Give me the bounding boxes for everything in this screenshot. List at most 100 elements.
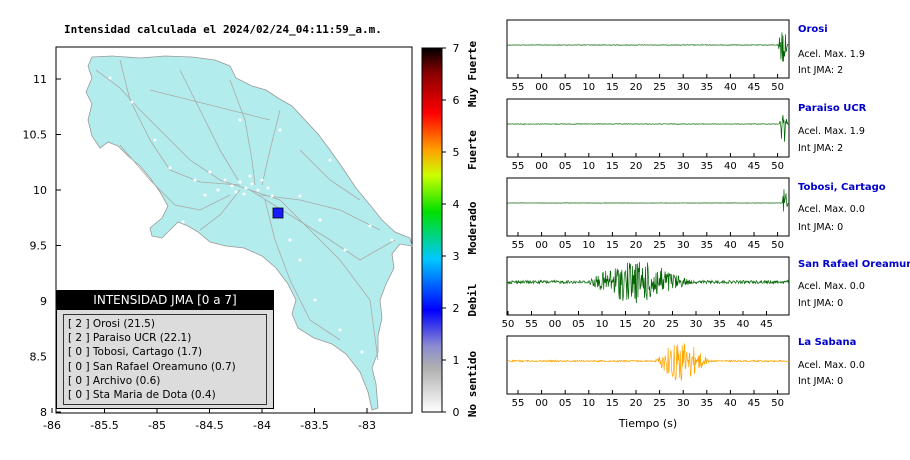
lon-tick-label: -86 bbox=[43, 419, 61, 432]
accel-max-orosi: Acel. Max. 1.9 bbox=[798, 49, 865, 60]
time-tick-label: 00 bbox=[535, 398, 548, 409]
time-tick-label: 05 bbox=[559, 161, 572, 172]
lon-tick-label: -83 bbox=[358, 419, 376, 432]
station-name-sanrafael: San Rafael Oreamuno bbox=[798, 259, 910, 270]
time-tick-label: 00 bbox=[535, 161, 548, 172]
time-tick-label: 25 bbox=[666, 319, 679, 330]
time-tick-label: 40 bbox=[724, 240, 737, 251]
lon-tick-label: -83.5 bbox=[300, 419, 328, 432]
intensity-legend: INTENSIDAD JMA [0 a 7] [ 2 ] Orosi (21.5… bbox=[56, 290, 274, 409]
time-tick-label: 55 bbox=[512, 398, 525, 409]
waveform-panel: 55 00 05 10 15 20 25 30 35 40 45 50 bbox=[506, 335, 790, 409]
colorbar-tick-label: 7 bbox=[453, 42, 460, 55]
legend-item: [ 0 ] Tobosi, Cartago (1.7) bbox=[68, 346, 203, 359]
lat-tick-label: 8.5 bbox=[30, 351, 48, 364]
time-tick-label: 10 bbox=[582, 161, 595, 172]
colorbar-category-label: No sentido bbox=[466, 351, 479, 418]
int-jma-paraiso: Int JMA: 2 bbox=[798, 143, 844, 154]
station-name-paraiso: Paraiso UCR bbox=[798, 103, 867, 114]
time-tick-label: 35 bbox=[700, 240, 713, 251]
time-tick-label: 30 bbox=[677, 82, 690, 93]
colorbar-tick-label: 2 bbox=[453, 302, 460, 315]
int-jma-orosi: Int JMA: 2 bbox=[798, 65, 844, 76]
time-tick-label: 25 bbox=[653, 82, 666, 93]
time-tick-label: 50 bbox=[771, 161, 784, 172]
intensity-colorbar bbox=[421, 47, 443, 413]
lon-tick-label: -85.5 bbox=[90, 419, 118, 432]
legend-item: [ 0 ] San Rafael Oreamuno (0.7) bbox=[68, 360, 236, 373]
station-dots bbox=[108, 76, 394, 354]
legend-title: INTENSIDAD JMA [0 a 7] bbox=[57, 291, 273, 310]
time-tick-label: 25 bbox=[653, 161, 666, 172]
int-jma-lasabana: Int JMA: 0 bbox=[798, 376, 844, 387]
time-tick-label: 25 bbox=[653, 398, 666, 409]
waveform-trace bbox=[506, 32, 790, 62]
time-tick-label: 15 bbox=[606, 398, 619, 409]
time-tick-label: 00 bbox=[535, 82, 548, 93]
time-tick-label: 20 bbox=[643, 319, 656, 330]
time-tick-label: 30 bbox=[677, 161, 690, 172]
waveform-trace bbox=[506, 189, 790, 212]
legend-item: [ 2 ] Paraiso UCR (22.1) bbox=[68, 332, 192, 345]
waveform-frame bbox=[506, 335, 790, 395]
waveform-trace bbox=[506, 261, 790, 304]
time-tick-label: 00 bbox=[549, 319, 562, 330]
costa-rica-land bbox=[85, 55, 413, 411]
time-tick-label: 25 bbox=[653, 240, 666, 251]
time-tick-label: 45 bbox=[748, 398, 761, 409]
time-axis-label: Tiempo (s) bbox=[618, 417, 677, 430]
lat-ticks: 11 10.5 10 9.5 9 8.5 8 bbox=[23, 73, 61, 419]
legend-item: [ 2 ] Orosi (21.5) bbox=[68, 318, 155, 330]
time-tick-label: 10 bbox=[582, 240, 595, 251]
time-tick-label: 15 bbox=[619, 319, 632, 330]
time-tick-label: 00 bbox=[535, 240, 548, 251]
colorbar-tick-label: 6 bbox=[453, 94, 460, 107]
time-tick-label: 50 bbox=[771, 82, 784, 93]
station-name-orosi: Orosi bbox=[798, 24, 828, 35]
lat-tick-label: 8 bbox=[40, 406, 47, 419]
time-tick-label: 40 bbox=[737, 319, 750, 330]
time-tick-label: 20 bbox=[630, 82, 643, 93]
station-name-lasabana: La Sabana bbox=[798, 337, 857, 348]
colorbar-category-label: Moderado bbox=[466, 201, 479, 254]
int-jma-tobosi: Int JMA: 0 bbox=[798, 222, 844, 233]
time-tick-label: 15 bbox=[606, 240, 619, 251]
waveform-panel: 55 00 05 10 15 20 25 30 35 40 45 50 bbox=[506, 98, 790, 172]
legend-item: [ 0 ] Sta Maria de Dota (0.4) bbox=[68, 389, 216, 402]
time-tick-label: 55 bbox=[512, 161, 525, 172]
colorbar-tick-label: 5 bbox=[453, 146, 460, 159]
time-tick-label: 05 bbox=[559, 82, 572, 93]
colorbar-tick-label: 4 bbox=[453, 198, 460, 211]
time-tick-label: 35 bbox=[700, 398, 713, 409]
legend-item: [ 0 ] Archivo (0.6) bbox=[68, 374, 161, 387]
time-tick-label: 05 bbox=[559, 398, 572, 409]
lon-tick-label: -84.5 bbox=[195, 419, 223, 432]
waveform-panel: 55 00 05 10 15 20 25 30 35 40 45 50 bbox=[506, 177, 790, 251]
epicenter-marker bbox=[272, 207, 284, 219]
time-tick-label: 45 bbox=[748, 82, 761, 93]
time-tick-label: 40 bbox=[724, 82, 737, 93]
time-tick-label: 10 bbox=[582, 398, 595, 409]
time-tick-label: 10 bbox=[582, 82, 595, 93]
colorbar-category-label: Debil bbox=[466, 283, 479, 316]
lat-tick-label: 9 bbox=[40, 295, 47, 308]
waveform-panel: 50 55 00 05 10 15 20 25 30 35 40 45 bbox=[502, 256, 790, 330]
colorbar-category-label: Fuerte bbox=[466, 130, 479, 170]
time-tick-label: 45 bbox=[748, 240, 761, 251]
time-tick-label: 45 bbox=[760, 319, 773, 330]
map-title: Intensidad calculada el 2024/02/24_04:11… bbox=[64, 23, 382, 36]
lat-tick-label: 10.5 bbox=[23, 129, 48, 142]
time-tick-label: 20 bbox=[630, 398, 643, 409]
station-name-tobosi: Tobosi, Cartago bbox=[798, 182, 886, 193]
waveform-trace bbox=[506, 115, 790, 142]
accel-max-sanrafael: Acel. Max. 0.0 bbox=[798, 281, 865, 292]
waveform-frame bbox=[506, 98, 790, 158]
waveform-frame bbox=[506, 177, 790, 237]
time-tick-label: 05 bbox=[572, 319, 585, 330]
time-tick-label: 55 bbox=[525, 319, 538, 330]
legend-list: [ 2 ] Orosi (21.5) [ 2 ] Paraiso UCR (22… bbox=[63, 314, 267, 406]
int-jma-sanrafael: Int JMA: 0 bbox=[798, 298, 844, 309]
colorbar-ticks: 0 1 2 3 4 5 6 7 bbox=[442, 42, 460, 419]
lon-tick-label: -85 bbox=[148, 419, 166, 432]
